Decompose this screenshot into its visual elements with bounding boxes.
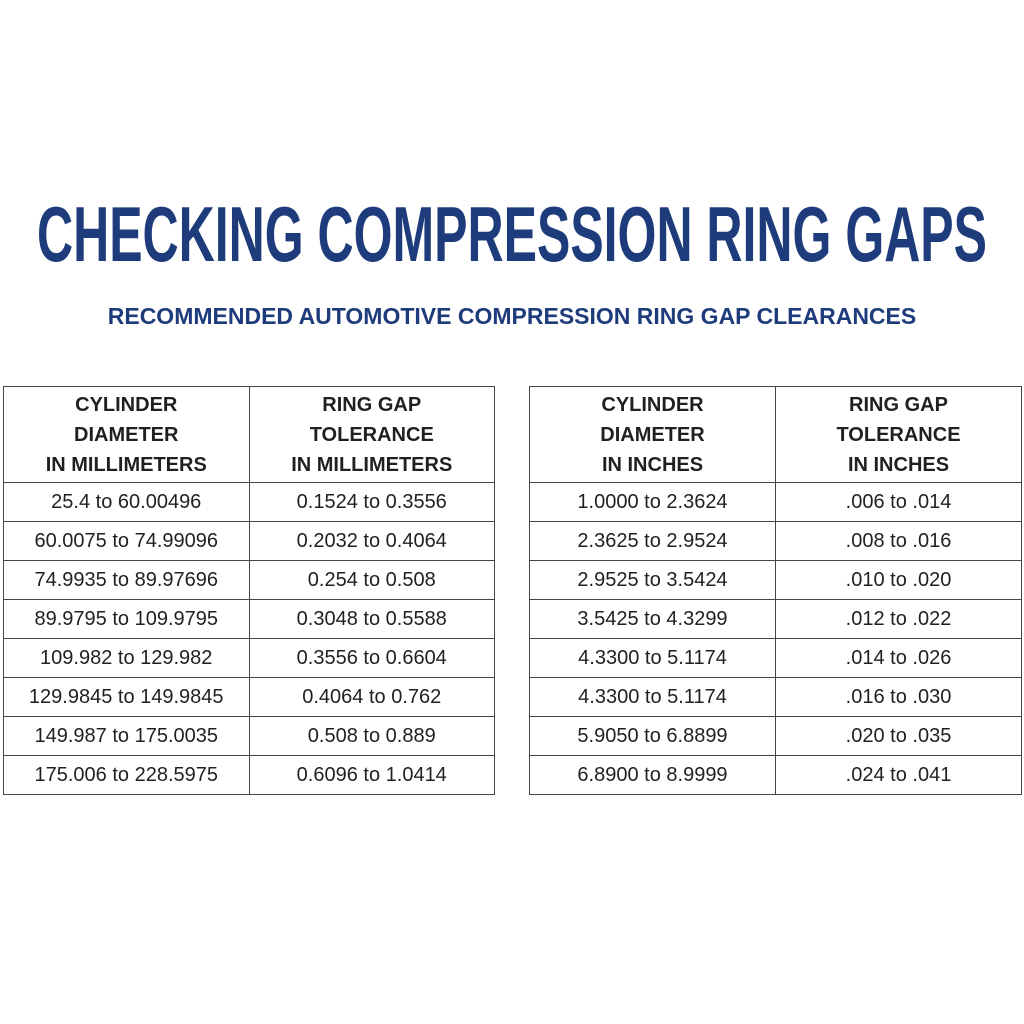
header-line: DIAMETER — [600, 423, 705, 446]
cylinder-diameter-cell: 4.3300 to 5.1174 — [529, 677, 776, 717]
column-header-cylinder-diameter: CYLINDER DIAMETER IN MILLIMETERS — [3, 386, 250, 483]
ring-gap-tolerance-cell: 0.4064 to 0.762 — [248, 677, 495, 717]
ring-gap-tolerance-cell: 0.3556 to 0.6604 — [248, 638, 495, 678]
header-line: CYLINDER — [601, 393, 704, 416]
ring-gap-tolerance-cell: .008 to .016 — [775, 521, 1022, 561]
cylinder-diameter-cell: 60.0075 to 74.99096 — [3, 521, 250, 561]
cylinder-diameter-cell: 1.0000 to 2.3624 — [529, 482, 776, 522]
table-row: 2.9525 to 3.5424.010 to .020 — [529, 560, 1022, 600]
cylinder-diameter-cell: 74.9935 to 89.97696 — [3, 560, 250, 600]
cylinder-diameter-cell: 5.9050 to 6.8899 — [529, 716, 776, 756]
column-header-ring-gap-tolerance: RING GAP TOLERANCE IN MILLIMETERS — [248, 386, 495, 483]
table-row: 1.0000 to 2.3624.006 to .014 — [529, 482, 1022, 522]
table-row: 6.8900 to 8.9999.024 to .041 — [529, 755, 1022, 795]
ring-gap-tolerance-cell: 0.508 to 0.889 — [248, 716, 495, 756]
table-row: 4.3300 to 5.1174.016 to .030 — [529, 677, 1022, 717]
ring-gap-tolerance-cell: .014 to .026 — [775, 638, 1022, 678]
cylinder-diameter-cell: 6.8900 to 8.9999 — [529, 755, 776, 795]
header-row: CYLINDER DIAMETER IN INCHES RING GAP TOLERAN… — [529, 386, 1022, 483]
page-title: CHECKING COMPRESSION RING GAPS — [37, 190, 987, 278]
cylinder-diameter-cell: 4.3300 to 5.1174 — [529, 638, 776, 678]
table-row: 109.982 to 129.982 0.3556 to 0.6604 — [3, 638, 495, 678]
header-line: TOLERANCE — [309, 423, 434, 446]
header-line: IN INCHES — [601, 453, 704, 476]
cylinder-diameter-cell: 175.006 to 228.5975 — [3, 755, 250, 795]
header-line: RING GAP — [849, 393, 948, 416]
column-header-cylinder-diameter: CYLINDER DIAMETER IN INCHES — [529, 386, 776, 483]
table-row: 2.3625 to 2.9524.008 to .016 — [529, 521, 1022, 561]
ring-gap-tolerance-cell: 0.254 to 0.508 — [248, 560, 495, 600]
table-row: 60.0075 to 74.99096 0.2032 to 0.4064 — [3, 521, 495, 561]
cylinder-diameter-cell: 89.9795 to 109.9795 — [3, 599, 250, 639]
ring-gap-tolerance-cell: .020 to .035 — [775, 716, 1022, 756]
cylinder-diameter-cell: 109.982 to 129.982 — [3, 638, 250, 678]
header-line: TOLERANCE — [836, 423, 961, 446]
header-line: IN MILLIMETERS — [291, 453, 453, 476]
ring-gap-tolerance-cell: .024 to .041 — [775, 755, 1022, 795]
ring-gap-tolerance-cell: 0.3048 to 0.5588 — [248, 599, 495, 639]
table-row: 5.9050 to 6.8899.020 to .035 — [529, 716, 1022, 756]
table-row: 3.5425 to 4.3299.012 to .022 — [529, 599, 1022, 639]
header-line: RING GAP — [322, 393, 422, 416]
table-row: 89.9795 to 109.9795 0.3048 to 0.5588 — [3, 599, 495, 639]
table-row: 149.987 to 175.0035 0.508 to 0.889 — [3, 716, 495, 756]
ring-gap-tolerance-cell: 0.2032 to 0.4064 — [248, 521, 495, 561]
ring-gap-tolerance-cell: .012 to .022 — [775, 599, 1022, 639]
title-container: CHECKING COMPRESSION RING GAPS — [37, 190, 987, 278]
table-row: 129.9845 to 149.9845 0.4064 to 0.762 — [3, 677, 495, 717]
inches-table: CYLINDER DIAMETER IN INCHES RING GAP TOLERAN… — [529, 386, 1022, 795]
cylinder-diameter-cell: 129.9845 to 149.9845 — [3, 677, 250, 717]
ring-gap-tolerance-cell: .010 to .020 — [775, 560, 1022, 600]
page-subtitle: RECOMMENDED AUTOMOTIVE COMPRESSION RING … — [107, 303, 917, 329]
cylinder-diameter-cell: 25.4 to 60.00496 — [3, 482, 250, 522]
header-row: CYLINDER DIAMETER IN MILLIMETERS RING GAP TO… — [3, 386, 495, 483]
cylinder-diameter-cell: 3.5425 to 4.3299 — [529, 599, 776, 639]
cylinder-diameter-cell: 2.3625 to 2.9524 — [529, 521, 776, 561]
table-row: 74.9935 to 89.97696 0.254 to 0.508 — [3, 560, 495, 600]
ring-gap-tolerance-cell: 0.1524 to 0.3556 — [248, 482, 495, 522]
header-line: CYLINDER — [75, 393, 178, 416]
ring-gap-tolerance-cell: 0.6096 to 1.0414 — [248, 755, 495, 795]
millimeters-table: CYLINDER DIAMETER IN MILLIMETERS RING GAP TO… — [3, 386, 495, 795]
header-line: IN MILLIMETERS — [45, 453, 207, 476]
ring-gap-tolerance-cell: .006 to .014 — [775, 482, 1022, 522]
table-row: 4.3300 to 5.1174.014 to .026 — [529, 638, 1022, 678]
header-line: IN INCHES — [847, 453, 950, 476]
column-header-ring-gap-tolerance: RING GAP TOLERANCE IN INCHES — [775, 386, 1022, 483]
cylinder-diameter-cell: 149.987 to 175.0035 — [3, 716, 250, 756]
table-row: 25.4 to 60.00496 0.1524 to 0.3556 — [3, 482, 495, 522]
ring-gap-tolerance-cell: .016 to .030 — [775, 677, 1022, 717]
header-line: DIAMETER — [74, 423, 179, 446]
table-row: 175.006 to 228.5975 0.6096 to 1.0414 — [3, 755, 495, 795]
cylinder-diameter-cell: 2.9525 to 3.5424 — [529, 560, 776, 600]
